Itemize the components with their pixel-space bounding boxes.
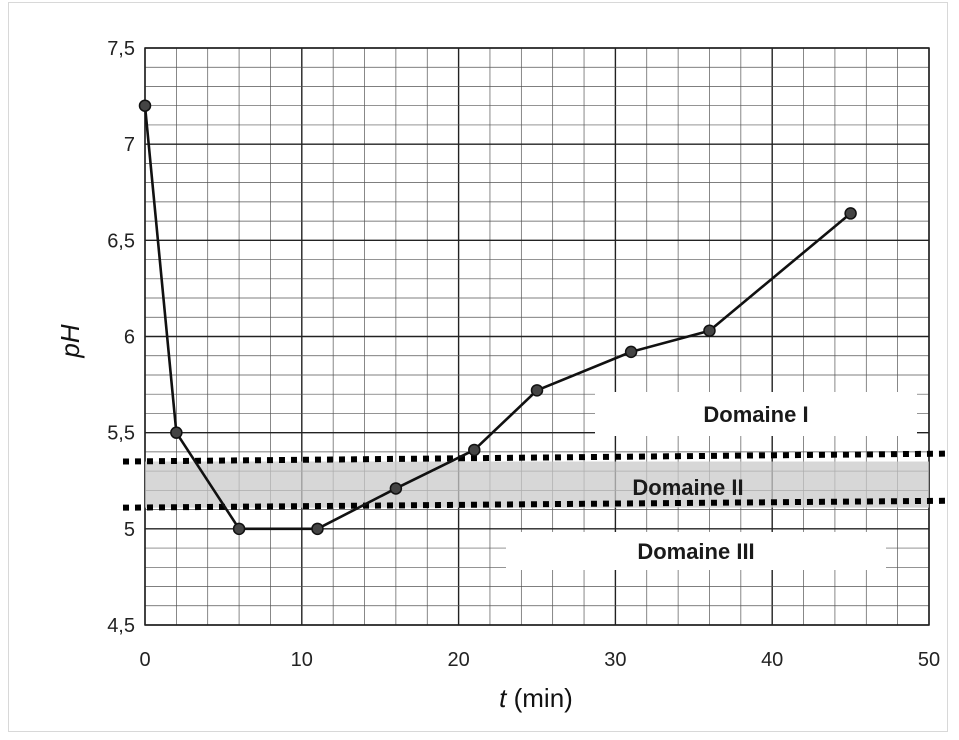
data-point (703, 324, 716, 337)
data-point (138, 99, 152, 112)
data-point (468, 443, 481, 457)
y-tick-label: 7,5 (107, 38, 135, 60)
domain-iii-label: Domaine III (637, 539, 754, 564)
chart-frame: Domaine I Domaine II Domaine III 0 10 20 30 40… (8, 2, 949, 732)
x-axis-unit: (min) (506, 683, 572, 713)
ph-chart: Domaine I Domaine II Domaine III 0 10 20 30 40… (55, 38, 949, 713)
data-point (311, 522, 324, 536)
plot-border (144, 47, 930, 626)
data-point (530, 384, 544, 397)
ph-line (143, 105, 852, 531)
x-axis-title: t (min) (499, 683, 573, 713)
domain-ii-label: Domaine II (632, 475, 743, 500)
x-tick-label: 40 (761, 649, 783, 671)
x-tick-label: 50 (918, 649, 940, 671)
tick-labels: 0 10 20 30 40 50 4,5 5 5,5 6 6,5 7 7,5 (107, 38, 940, 671)
y-tick-label: 5,5 (107, 423, 135, 445)
data-point (170, 426, 183, 439)
y-tick-label: 4,5 (107, 615, 135, 637)
x-tick-label: 0 (139, 649, 150, 671)
data-point (232, 522, 246, 536)
domain-iii-label-box (506, 532, 886, 570)
y-tick-label: 6 (124, 327, 135, 349)
domain-i-label-box (595, 392, 917, 436)
x-tick-label: 30 (604, 649, 626, 671)
domain-labels: Domaine I Domaine II Domaine III (506, 392, 917, 570)
domain-ii-band (122, 450, 949, 511)
y-axis-title: pH (55, 324, 85, 358)
x-tick-label: 20 (447, 649, 469, 671)
x-tick-label: 10 (291, 649, 313, 671)
domain-i-label: Domaine I (703, 402, 808, 427)
data-point (389, 482, 403, 495)
y-tick-label: 5 (124, 519, 135, 541)
y-tick-label: 7 (124, 134, 135, 156)
x-axis-variable: t (499, 683, 508, 713)
y-tick-label: 6,5 (107, 230, 135, 252)
ph-series (138, 99, 857, 536)
data-point (624, 345, 638, 359)
data-point (844, 207, 857, 220)
domain-ii-lower-boundary (122, 497, 949, 511)
domain-ii-upper-boundary (122, 450, 949, 465)
